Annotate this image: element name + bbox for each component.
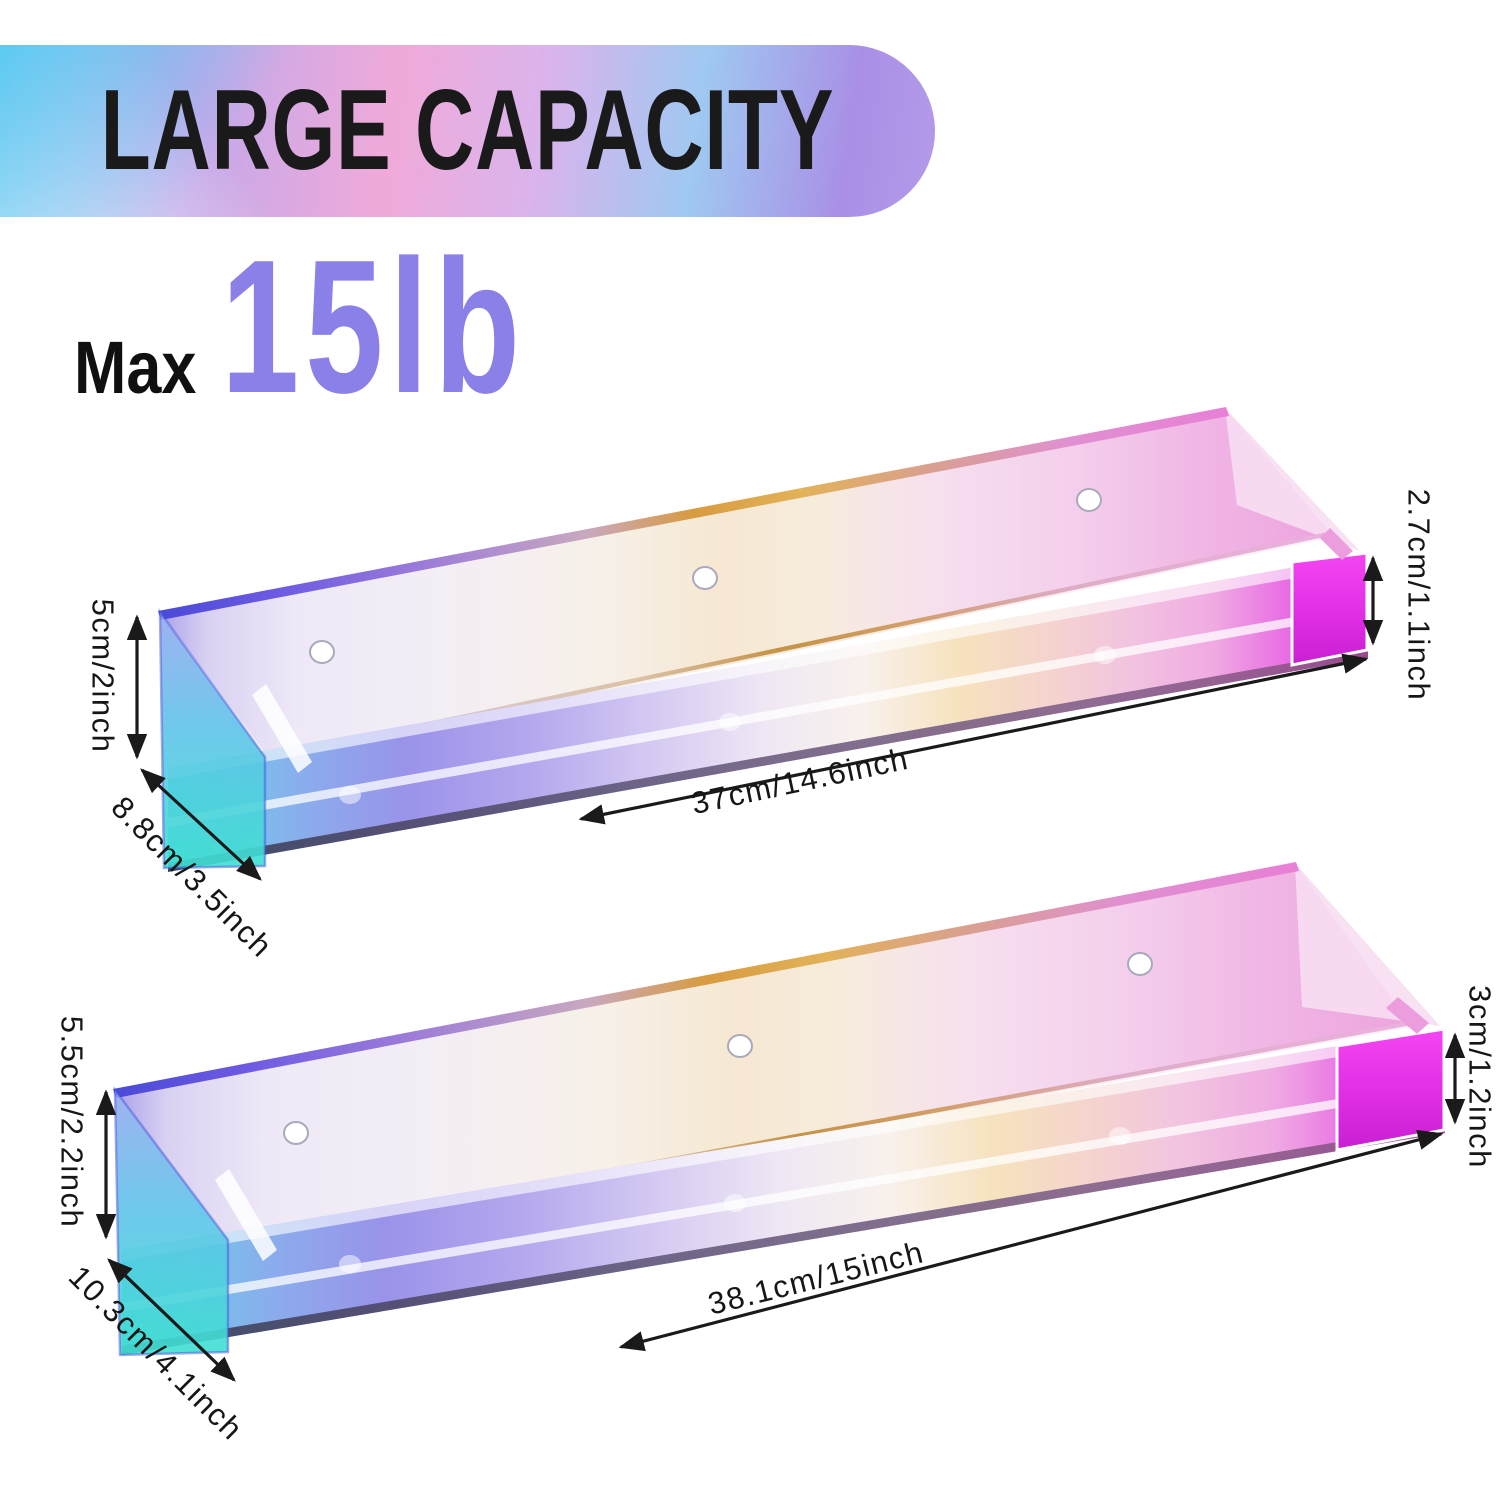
lip-height-dimension-label: 3cm/1.2inch	[1463, 985, 1498, 1169]
shelf-top-edge	[113, 862, 1299, 1098]
screw-hole-reflection	[339, 786, 361, 804]
shelf-right-end-cap	[1290, 551, 1369, 667]
screw-hole	[1127, 952, 1153, 976]
shelf-right-end-cap	[1335, 1027, 1446, 1152]
screw-hole	[1076, 488, 1102, 512]
capacity-banner: LARGE CAPACITY	[0, 45, 935, 217]
length-dimension-arrow	[578, 653, 1369, 825]
screw-hole	[692, 566, 718, 590]
screw-hole-reflection	[1094, 646, 1116, 664]
shelf-right-sidewall	[1295, 863, 1440, 1026]
shelf-back-panel	[160, 408, 1330, 757]
lip-height-dimension-label: 2.7cm/1.1inch	[1402, 489, 1437, 702]
height-dimension-label: 5.5cm/2.2inch	[55, 1016, 90, 1229]
screw-hole-reflection	[724, 1194, 746, 1212]
screw-hole-reflection	[719, 713, 741, 731]
shelf-right-top-facet	[1386, 997, 1429, 1034]
shelf-right-top-facet	[1320, 528, 1353, 560]
screw-hole	[283, 1121, 309, 1145]
screw-hole-reflection	[339, 1255, 361, 1273]
bottom-shelf-illustration: 5.5cm/2.2inch 10.3cm/4.1inch 38.1cm/15in…	[55, 862, 1498, 1447]
shelf-top-edge	[158, 407, 1229, 620]
banner-title: LARGE CAPACITY	[100, 67, 835, 194]
top-shelf-illustration: 5cm/2inch 8.8cm/3.5inch 37cm/14.6inch 2.…	[86, 407, 1437, 965]
height-dimension-label: 5cm/2inch	[86, 599, 121, 754]
screw-hole-reflection	[1109, 1127, 1131, 1145]
max-weight-value: 15lb	[221, 221, 527, 433]
depth-dimension-arrow	[140, 768, 262, 881]
screw-hole	[727, 1034, 753, 1058]
depth-dimension-arrow	[107, 1258, 236, 1382]
shelf-back-panel	[115, 863, 1408, 1240]
shelf-back-panel-edge	[215, 1169, 277, 1261]
shelf-back-panel-edge	[252, 684, 312, 773]
screw-hole	[309, 640, 335, 664]
length-dimension-arrow	[618, 1129, 1444, 1352]
shelf-right-sidewall	[1225, 408, 1360, 551]
max-weight-prefix: Max	[74, 326, 197, 409]
